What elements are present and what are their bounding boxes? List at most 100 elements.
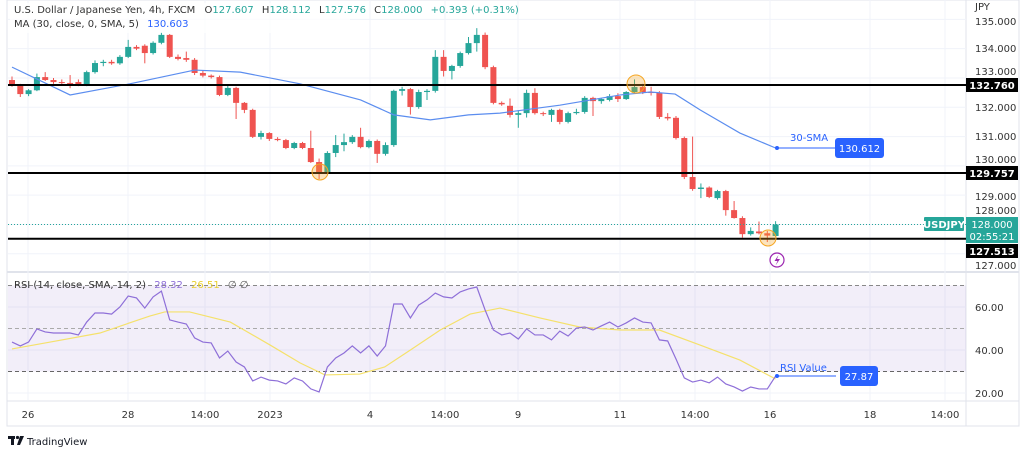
candle [141,44,148,64]
lightning-icon[interactable] [769,252,785,268]
candle [507,98,513,118]
candle-body [357,136,364,148]
candle-body [598,99,605,102]
time-tick-label: 4 [367,410,373,421]
ma-legend-label[interactable]: MA (30, close, 0, SMA, 5) [14,19,139,30]
level-label-box [966,165,1018,180]
candle [631,79,638,94]
candle [407,87,414,115]
tradingview-logo-text: TradingView [26,437,87,448]
candle-body [424,90,430,93]
rsi-sma-line [11,307,776,380]
time-tick-label: 14:00 [681,410,710,421]
candle [100,59,107,67]
candle [681,136,688,180]
candle-body [125,46,132,57]
time-tick-label: 14:00 [431,410,460,421]
candle [224,85,231,97]
candle [390,89,397,147]
candle-body [507,105,513,115]
candle-body [324,152,331,173]
candle-body [614,96,621,100]
rsi-tick-label: 20.00 [975,389,1004,400]
level-label-box [966,78,1018,92]
candle [689,136,696,191]
candle-body [523,92,530,114]
time-axis[interactable]: 26 28 14:00 2023 4 14:00 9 11 14:00 16 18 14:00 [22,410,960,421]
rsi-annotation-dot [775,374,779,378]
candle [415,89,422,109]
candle [266,132,273,141]
candle-body [689,177,696,190]
time-tick-label: 14:00 [191,410,220,421]
candle-body [9,80,15,85]
ma30-line [11,66,776,149]
candle-body [390,90,397,146]
candle-body [465,43,472,54]
candle [241,101,248,114]
candle-body [573,111,580,114]
rsi-legend-sma: 26.51 [191,280,220,291]
candle-body [92,63,98,73]
price-axis[interactable]: 135.000 134.000 133.000 132.000 131.000 130.0… [975,17,1016,272]
level-label-text: 129.757 [969,169,1015,180]
tradingview-logo[interactable]: TradingView [8,435,87,448]
candle-body [382,145,389,154]
countdown-text: 02:55:21 [970,232,1015,243]
candle [316,158,323,180]
symbol-badge-text: USDJPY [923,220,966,231]
candle [332,135,339,158]
candle [664,113,671,121]
candle [764,230,771,243]
candle [565,111,572,124]
candle [739,216,746,238]
sma-annotation-box[interactable] [835,138,884,158]
candle [457,51,464,68]
candle-body [233,87,240,103]
price-tick-label: 130.000 [975,155,1016,166]
candle-body [565,113,572,122]
candle-body [282,140,289,148]
candle [17,83,24,98]
candle-body [473,34,480,44]
candle [714,189,721,200]
rsi-annotation-box[interactable] [840,366,878,386]
candle-body [42,77,49,81]
rsi-legend-extra: ∅ ∅ [228,280,249,291]
candle-body [756,231,762,234]
price-tick-label: 134.000 [975,44,1016,55]
candle-body [432,56,439,91]
candle [515,110,522,128]
legend-change: +0.393 (+0.31%) [431,5,519,16]
svg-text:MA (30, close, 0, SMA, 5): MA (30, close, 0, SMA, 5) 130.603 [14,19,188,30]
candle-body [341,142,347,146]
rsi-legend-label[interactable]: RSI (14, close, SMA, 14, 2) [14,280,146,291]
highlight-circle-low [759,229,777,247]
legend-high: 128.112 [269,5,310,16]
time-tick-label: 14:00 [931,410,960,421]
candle [274,137,281,142]
candle [697,183,704,199]
candle-body [714,191,721,199]
candle [33,73,40,92]
rsi-axis[interactable]: 60.00 40.00 20.00 [975,303,1004,400]
candle-body [316,162,323,173]
candle [606,94,613,102]
candle [199,70,206,78]
candle [158,32,165,45]
time-tick-label: 9 [515,410,521,421]
grid [8,0,966,400]
candle [150,41,157,55]
candle-body [697,187,704,190]
candle-body [606,96,613,100]
candle [133,45,140,51]
candle [731,201,738,219]
level-label-box [966,244,1018,258]
candle [673,116,679,140]
candle-body [664,116,671,119]
candle [233,86,240,119]
candle-body [33,77,40,91]
candle [374,139,381,163]
candle [482,32,489,70]
